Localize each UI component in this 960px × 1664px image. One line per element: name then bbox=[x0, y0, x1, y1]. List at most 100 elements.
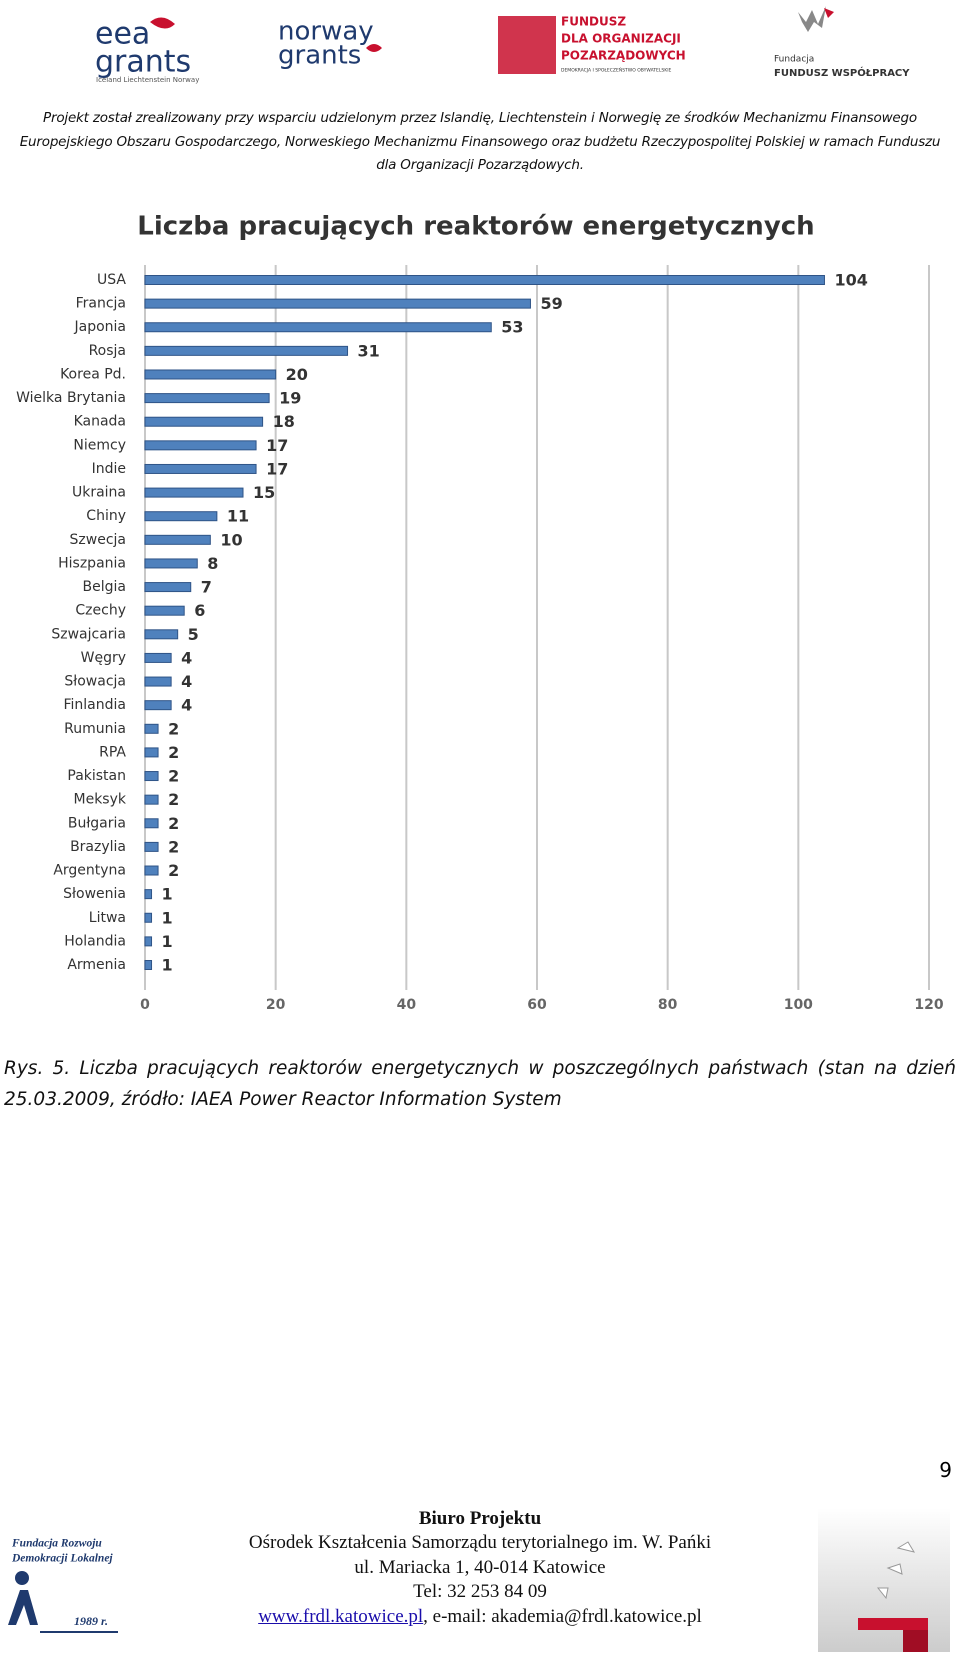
bar bbox=[144, 416, 264, 427]
logo-text: Iceland Liechtenstein Norway bbox=[96, 76, 199, 84]
bar bbox=[144, 865, 159, 876]
bar bbox=[144, 794, 159, 805]
value-label: 7 bbox=[201, 578, 212, 597]
footer-line: Ośrodek Kształcenia Samorządu terytorial… bbox=[248, 1532, 712, 1553]
x-tick-label: 20 bbox=[266, 997, 286, 1013]
value-label: 4 bbox=[181, 672, 192, 691]
footer-logo: Fundacja Rozwoju Demokracji Lokalnej 198… bbox=[8, 1538, 118, 1633]
y-tick-label: Węgry bbox=[81, 650, 126, 666]
value-label: 2 bbox=[168, 790, 179, 809]
value-label: 6 bbox=[194, 601, 205, 620]
x-tick-label: 120 bbox=[914, 997, 943, 1013]
y-tick-label: Brazylia bbox=[70, 839, 126, 855]
x-tick-label: 100 bbox=[784, 997, 813, 1013]
bar bbox=[144, 534, 211, 545]
logo-shape bbox=[366, 44, 382, 52]
y-tick-label: Holandia bbox=[64, 933, 126, 949]
value-label: 59 bbox=[540, 294, 562, 313]
value-label: 2 bbox=[168, 719, 179, 738]
value-label: 2 bbox=[168, 743, 179, 762]
y-tick-label: Pakistan bbox=[67, 768, 126, 784]
value-label: 17 bbox=[266, 459, 288, 478]
logo-shape bbox=[824, 8, 834, 18]
footer-title: Biuro Projektu bbox=[418, 1508, 542, 1529]
footer-line: ul. Mariacka 1, 40-014 Katowice bbox=[354, 1557, 606, 1578]
bar bbox=[144, 700, 172, 711]
x-tick-label: 80 bbox=[658, 997, 678, 1013]
y-tick-label: Meksyk bbox=[74, 792, 127, 808]
footer-link[interactable]: www.frdl.katowice.pl bbox=[258, 1606, 424, 1627]
value-label: 1 bbox=[162, 885, 173, 904]
y-tick-label: Szwajcaria bbox=[51, 626, 126, 642]
logo-text: grants bbox=[95, 45, 191, 80]
value-label: 19 bbox=[279, 389, 301, 408]
y-tick-label: Chiny bbox=[86, 508, 126, 524]
bar bbox=[144, 605, 185, 616]
value-label: 1 bbox=[162, 956, 173, 975]
value-label: 20 bbox=[286, 365, 308, 384]
value-label: 17 bbox=[266, 436, 288, 455]
bar bbox=[144, 275, 825, 285]
bar bbox=[144, 652, 172, 663]
bar bbox=[144, 582, 192, 593]
x-tick-label: 60 bbox=[527, 997, 547, 1013]
logo-shape bbox=[798, 6, 826, 32]
chart: Liczba pracujących reaktorów energetyczn… bbox=[16, 212, 944, 1014]
value-label: 4 bbox=[181, 648, 192, 667]
bar bbox=[144, 511, 218, 522]
header-text: dla Organizacji Pozarządowych. bbox=[376, 157, 584, 173]
bar bbox=[144, 723, 159, 734]
bar bbox=[144, 463, 257, 474]
bar bbox=[144, 487, 244, 498]
image-shape bbox=[903, 1630, 928, 1652]
header-logos: eea grants Iceland Liechtenstein Norway … bbox=[95, 6, 910, 84]
bar bbox=[144, 558, 198, 569]
value-label: 2 bbox=[168, 837, 179, 856]
logo-text: grants bbox=[278, 41, 361, 71]
y-tick-label: Słowenia bbox=[63, 886, 126, 902]
bar bbox=[144, 960, 153, 970]
logo-text: FUNDUSZ bbox=[561, 15, 626, 29]
footer-line: www.frdl.katowice.pl, e-mail: akademia@f… bbox=[160, 1606, 800, 1628]
bar bbox=[144, 936, 153, 947]
value-label: 10 bbox=[220, 530, 242, 549]
caption: Rys. 5. Liczba pracujących reaktorów ene… bbox=[4, 1058, 956, 1110]
logo-text: 1989 r. bbox=[74, 1614, 108, 1628]
value-label: 15 bbox=[253, 483, 275, 502]
y-tick-label: Słowacja bbox=[64, 674, 126, 690]
bar bbox=[144, 841, 159, 852]
y-tick-label: Francja bbox=[76, 296, 126, 312]
logo-text: Demokracji Lokalnej bbox=[11, 1553, 113, 1565]
bar bbox=[144, 912, 153, 923]
value-label: 2 bbox=[168, 861, 179, 880]
bar bbox=[144, 747, 159, 758]
value-label: 8 bbox=[207, 554, 218, 573]
header-text: Europejskiego Obszaru Gospodarczego, Nor… bbox=[19, 134, 941, 150]
y-tick-label: Finlandia bbox=[64, 697, 127, 713]
y-tick-label: Czechy bbox=[75, 603, 126, 619]
logo-text: DLA ORGANIZACJI bbox=[561, 32, 681, 46]
logo-text: Fundacja Rozwoju bbox=[11, 1538, 102, 1550]
y-tick-label: Indie bbox=[92, 461, 126, 477]
y-tick-label: Rosja bbox=[89, 343, 126, 359]
bar bbox=[144, 322, 492, 333]
image-shape bbox=[858, 1618, 928, 1630]
y-tick-label: Belgia bbox=[83, 579, 126, 595]
y-tick-label: Japonia bbox=[73, 319, 126, 335]
y-tick-label: USA bbox=[97, 272, 126, 288]
value-label: 53 bbox=[501, 318, 523, 337]
logo-text: POZARZĄDOWYCH bbox=[561, 49, 686, 63]
bar bbox=[144, 818, 159, 829]
value-label: 4 bbox=[181, 696, 192, 715]
value-label: 104 bbox=[834, 271, 867, 290]
image-shape bbox=[876, 1541, 916, 1600]
footer-image bbox=[818, 1508, 950, 1652]
y-tick-label: Litwa bbox=[89, 910, 126, 926]
image-bg bbox=[818, 1508, 950, 1652]
value-label: 1 bbox=[162, 908, 173, 927]
logo-shape bbox=[150, 17, 175, 29]
value-label: 2 bbox=[168, 767, 179, 786]
value-label: 5 bbox=[188, 625, 199, 644]
bar bbox=[144, 298, 531, 309]
